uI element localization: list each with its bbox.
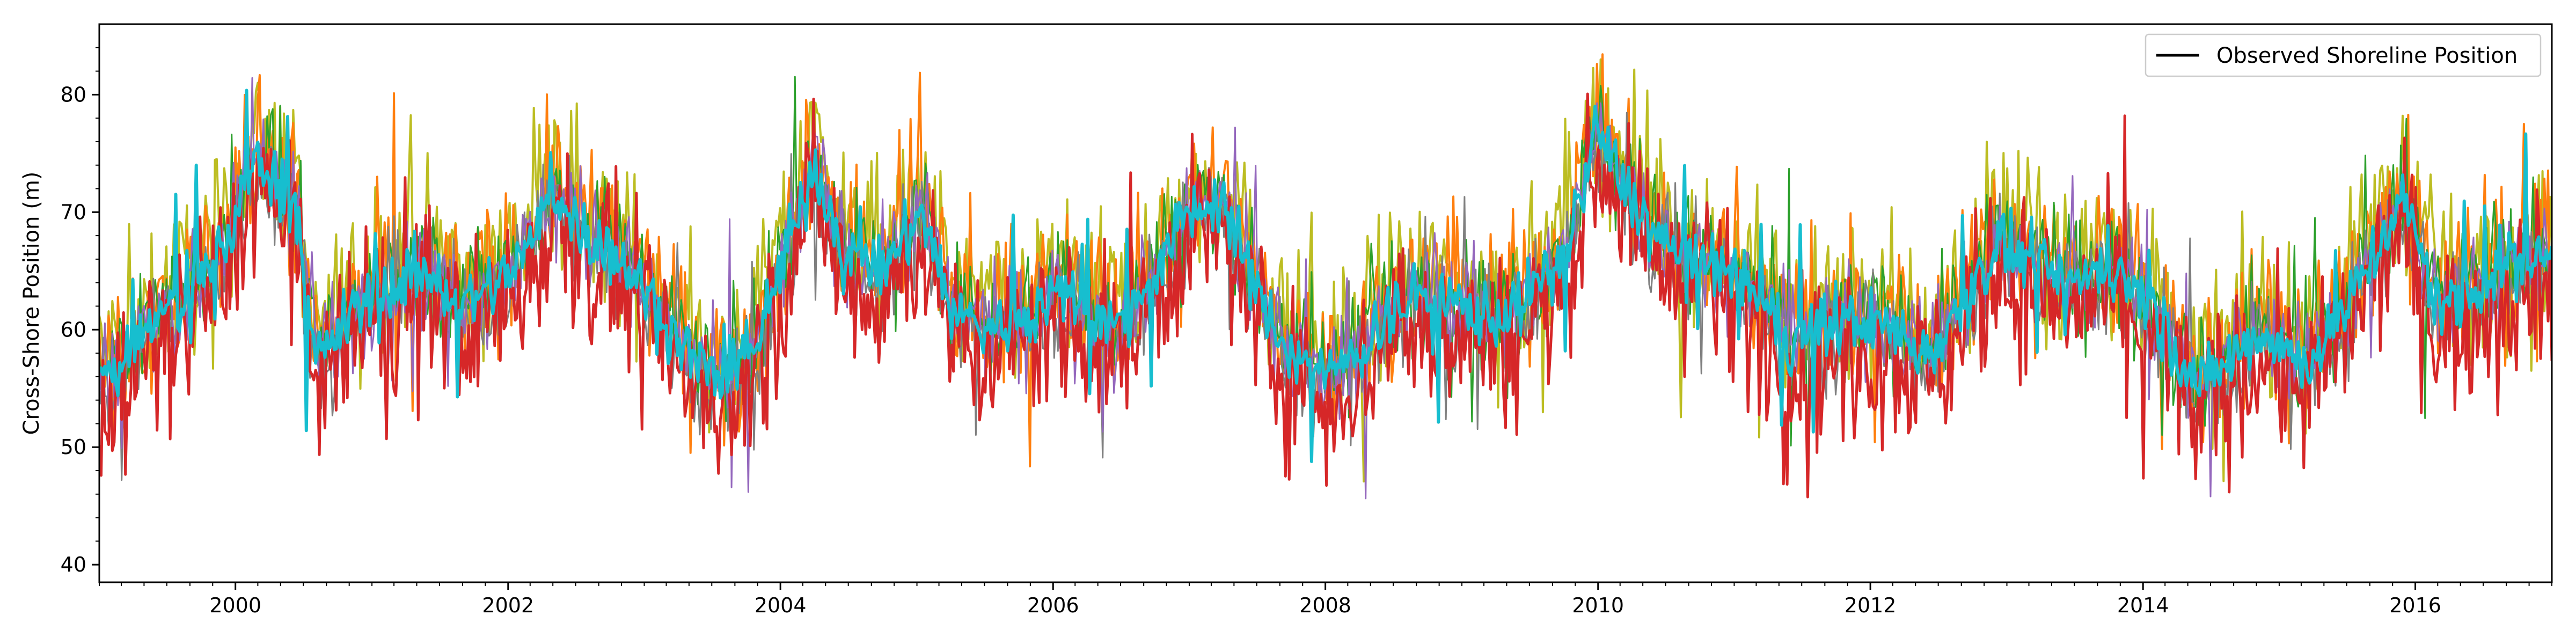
x-tick-label: 2010 bbox=[1572, 594, 1624, 617]
x-tick-label: 2012 bbox=[1845, 594, 1897, 617]
y-tick-label: 70 bbox=[61, 200, 86, 224]
x-tick-label: 2006 bbox=[1027, 594, 1079, 617]
x-tick-label: 2004 bbox=[755, 594, 807, 617]
legend-box bbox=[2145, 33, 2542, 77]
legend: Observed Shoreline Position bbox=[2145, 33, 2542, 77]
y-axis-label: Cross-Shore Position (m) bbox=[19, 172, 44, 435]
series-layer bbox=[99, 53, 2552, 500]
legend-entry-observed: Observed Shoreline Position bbox=[2216, 43, 2518, 68]
series-line-5 bbox=[99, 92, 2552, 499]
x-tick-label: 2016 bbox=[2389, 594, 2441, 617]
x-tick-label: 2000 bbox=[209, 594, 261, 617]
x-tick-label: 2014 bbox=[2117, 594, 2169, 617]
x-axis: 2000 2002 2004 2006 2008 2010 2012 2014 2016 bbox=[99, 582, 2552, 617]
y-tick-label: 60 bbox=[61, 318, 86, 341]
y-tick-label: 50 bbox=[61, 435, 86, 459]
y-tick-label: 40 bbox=[61, 553, 86, 576]
y-axis: 40 50 60 70 80 bbox=[61, 47, 99, 576]
x-tick-label: 2002 bbox=[482, 594, 534, 617]
y-tick-label: 80 bbox=[61, 83, 86, 106]
series-line-6 bbox=[99, 89, 2552, 463]
x-tick-label: 2008 bbox=[1299, 594, 1351, 617]
